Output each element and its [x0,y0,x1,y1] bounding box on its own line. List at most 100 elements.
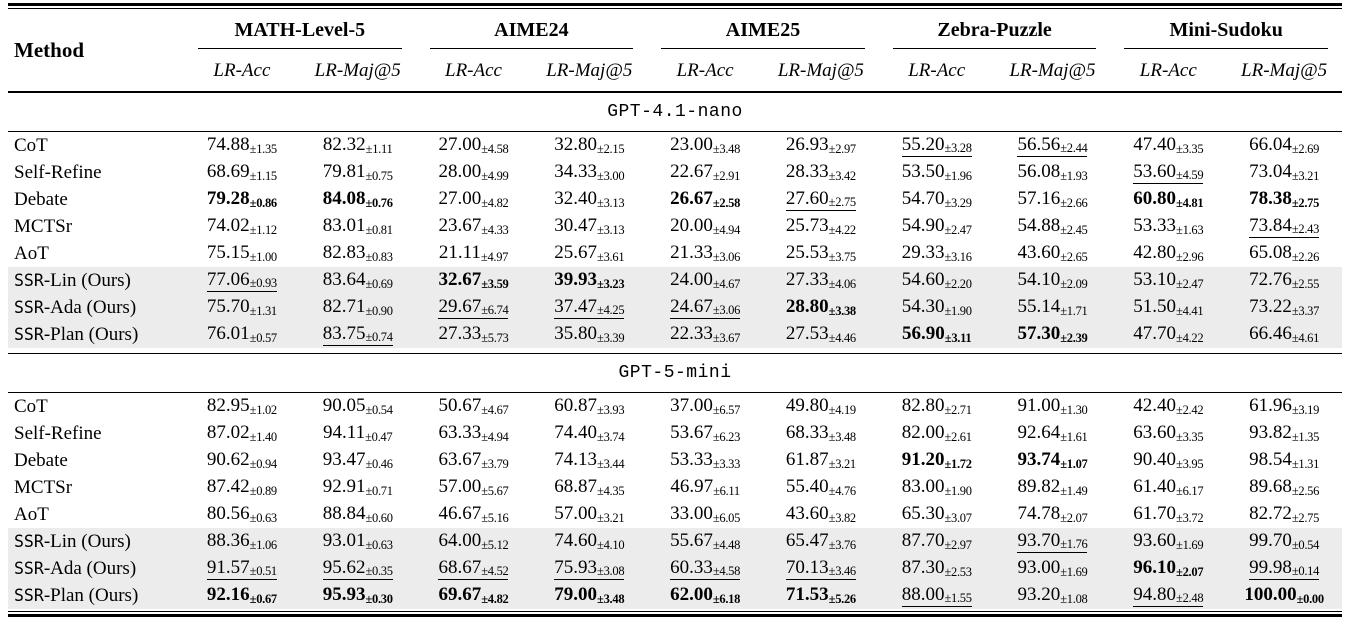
metric-mean: 74.60 [554,530,598,551]
metric-value-inner: 28.80±3.38 [786,297,856,318]
metric-std: ±4.58 [712,564,741,578]
metric-mean: 60.87 [554,395,598,416]
metric-mean: 32.80 [554,134,598,155]
metric-std: ±4.82 [481,195,509,210]
metric-mean: 23.67 [438,215,482,236]
metric-value-inner: 91.20±1.72 [902,450,972,471]
metric-std: ±3.00 [597,168,625,183]
metric-value-inner: 88.00±1.55 [901,584,972,607]
metric-value: 55.67±4.48 [647,531,763,552]
metric-value: 53.33±1.63 [1110,216,1226,237]
metric-header-lr-maj5: LR-Maj@5 [314,60,401,81]
metric-value-inner: 24.00±4.67 [670,270,740,291]
metric-value: 35.80±3.39 [531,324,647,345]
metric-value: 32.40±3.13 [531,189,647,210]
metric-std: ±2.61 [944,429,972,444]
model-section-header-gpt-4-1-nano: GPT-4.1-nano [607,102,743,122]
metric-value-inner: 21.33±3.06 [670,243,740,264]
metric-mean: 65.30 [901,503,945,524]
metric-value: 29.33±3.16 [879,243,995,264]
metric-value-inner: 79.00±3.48 [554,585,624,606]
table-row: AoT 80.56±0.63 88.84±0.60 46.67±5.16 57.00±3… [8,501,1342,528]
metric-mean: 83.00 [901,476,945,497]
metric-value: 37.47±4.25 [531,296,647,319]
metric-value: 78.38±2.75 [1226,189,1342,210]
metric-value-inner: 57.00±3.21 [554,504,624,525]
metric-value: 66.46±4.61 [1226,324,1342,345]
metric-value-inner: 75.93±3.08 [554,557,625,580]
metric-value-inner: 56.90±3.11 [902,324,972,345]
metric-value: 92.91±0.71 [300,477,416,498]
metric-value-inner: 25.73±4.22 [786,216,856,237]
metric-std: ±4.33 [481,222,509,237]
metric-std: ±3.72 [1176,510,1204,525]
metric-value-inner: 74.60±4.10 [554,531,624,552]
metric-value-inner: 55.20±3.28 [901,134,972,157]
metric-value-inner: 91.00±1.30 [1017,396,1087,417]
metric-value: 82.72±2.75 [1226,504,1342,525]
metric-mean: 87.30 [901,557,945,578]
metric-value-inner: 27.33±5.73 [438,324,508,345]
metric-value-inner: 93.20±1.08 [1017,585,1087,606]
metric-std: ±0.74 [365,330,393,344]
metric-value-inner: 54.10±2.09 [1017,270,1087,291]
metric-std: ±2.43 [1291,222,1320,236]
metric-std: ±1.31 [249,303,278,318]
metric-value-inner: 63.33±4.94 [438,423,508,444]
metric-value: 90.62±0.94 [184,450,300,471]
metric-value-inner: 99.70±0.54 [1249,531,1319,552]
metric-mean: 76.01 [206,323,250,344]
metric-value-inner: 76.01±0.57 [207,324,277,345]
metric-value: 26.67±2.58 [647,189,763,210]
table-row: SSR-Plan (Ours) 76.01±0.57 83.75±0.74 27.33… [8,321,1342,348]
metric-header-lr-maj5: LR-Maj@5 [546,60,633,81]
table-row: SSR-Plan (Ours) 92.16±0.67 95.93±0.30 69.67… [8,582,1342,609]
metric-mean: 29.67 [438,295,482,317]
metric-value: 34.33±3.00 [531,162,647,183]
metric-value: 93.00±1.69 [995,558,1111,579]
metric-mean: 82.72 [1249,503,1292,524]
metric-value: 61.87±3.21 [763,450,879,471]
metric-std: ±2.71 [944,402,972,417]
metric-value-inner: 68.69±1.15 [207,162,277,183]
metric-value-inner: 28.00±4.99 [438,162,508,183]
metric-value-inner: 66.04±2.69 [1249,135,1319,156]
metric-std: ±0.46 [365,456,393,471]
metric-std: ±1.90 [944,483,972,498]
metric-mean: 73.04 [1249,161,1292,182]
metric-value-inner: 57.30±2.39 [1017,324,1087,345]
metric-value-inner: 66.46±4.61 [1249,324,1319,345]
group-header-aime24: AIME24 [416,19,648,51]
metric-std: ±2.75 [828,195,857,209]
metric-value: 43.60±3.82 [763,504,879,525]
metric-value-inner: 25.53±3.75 [786,243,856,264]
metric-value-inner: 61.70±3.72 [1133,504,1203,525]
metric-std: ±3.35 [1176,429,1204,444]
metric-value-inner: 64.00±5.12 [438,531,508,552]
metric-mean: 63.33 [438,422,482,443]
table-row: MCTSr 74.02±1.12 83.01±0.81 23.67±4.33 30.47… [8,213,1342,240]
metric-value: 27.33±4.06 [763,270,879,291]
method-label: Debate [8,450,184,472]
metric-std: ±2.42 [1176,402,1204,417]
metric-mean: 93.47 [322,449,366,470]
metric-std: ±3.48 [597,591,625,606]
metric-mean: 42.40 [1133,395,1177,416]
metric-mean: 51.50 [1133,296,1177,317]
metric-std: ±1.69 [1060,564,1088,579]
metric-std: ±0.57 [249,330,278,345]
metric-mean: 25.53 [785,242,829,263]
method-label-mono-prefix: SSR [14,324,44,344]
metric-value: 68.67±4.52 [416,557,532,580]
metric-value-inner: 82.32±1.11 [323,135,393,156]
method-label: MCTSr [8,477,184,499]
metric-std: ±3.82 [828,510,857,525]
metric-value: 27.53±4.46 [763,324,879,345]
metric-value: 47.40±3.35 [1110,135,1226,156]
metric-mean: 53.10 [1133,269,1177,290]
metric-value: 93.60±1.69 [1110,531,1226,552]
metric-std: ±0.69 [365,276,393,291]
metric-value: 37.00±6.57 [647,396,763,417]
metric-std: ±2.47 [944,222,972,237]
metric-value-inner: 78.38±2.75 [1249,189,1319,210]
